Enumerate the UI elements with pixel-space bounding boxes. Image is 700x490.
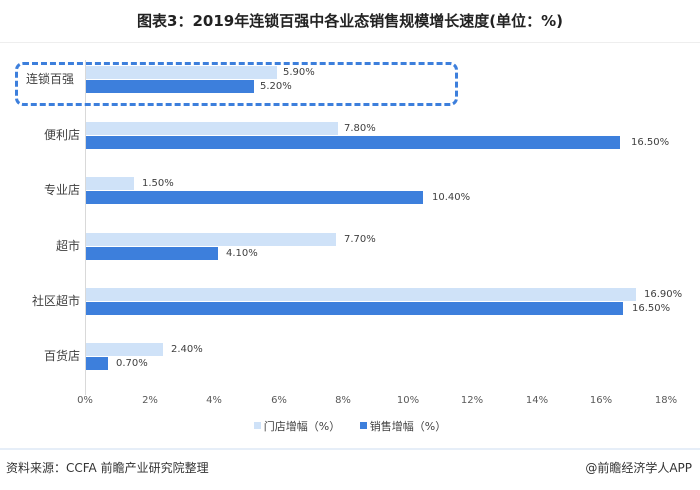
bar-sales-growth <box>86 191 423 204</box>
value-label: 16.50% <box>631 137 670 148</box>
x-tick: 4% <box>206 395 222 406</box>
bar-store-growth <box>86 177 134 190</box>
x-tick: 10% <box>396 395 420 406</box>
value-label: 5.90% <box>283 67 315 78</box>
bar-chart: 连锁百强 5.90% 5.20% 便利店 7.80% 16.50% 专业店 1.… <box>0 43 700 443</box>
bar-store-growth <box>86 66 277 79</box>
value-label: 4.10% <box>226 248 258 259</box>
bar-store-growth <box>86 233 336 246</box>
value-label: 7.70% <box>344 234 376 245</box>
bar-sales-growth <box>86 302 623 315</box>
bar-sales-growth <box>86 357 108 370</box>
x-tick: 2% <box>142 395 158 406</box>
x-tick: 14% <box>525 395 549 406</box>
value-label: 0.70% <box>116 358 148 369</box>
category-label: 社区超市 <box>31 294 80 308</box>
legend-swatch-light-icon <box>253 422 261 429</box>
value-label: 16.50% <box>632 303 671 314</box>
value-label: 16.90% <box>644 289 683 300</box>
legend-item-sales: 销售增幅（%） <box>359 418 447 434</box>
value-label: 10.40% <box>432 192 471 203</box>
y-axis-line <box>85 60 86 395</box>
bar-store-growth <box>86 343 163 356</box>
bar-sales-growth <box>86 80 254 93</box>
value-label: 7.80% <box>344 123 376 134</box>
x-tick: 8% <box>335 395 351 406</box>
value-label: 2.40% <box>171 344 203 355</box>
value-label: 1.50% <box>142 178 174 189</box>
x-tick: 0% <box>77 395 93 406</box>
title-divider <box>0 42 700 43</box>
highlight-dashed-box <box>15 62 458 106</box>
x-tick: 12% <box>460 395 484 406</box>
chart-legend: 门店增幅（%） 销售增幅（%） <box>0 418 700 434</box>
bar-sales-growth <box>86 136 620 149</box>
legend-label: 门店增幅（%） <box>263 420 341 433</box>
value-label: 5.20% <box>260 81 292 92</box>
bar-sales-growth <box>86 247 218 260</box>
x-tick: 16% <box>589 395 613 406</box>
legend-label: 销售增幅（%） <box>369 420 447 433</box>
legend-item-store: 门店增幅（%） <box>253 418 341 434</box>
x-tick: 18% <box>654 395 678 406</box>
category-label: 便利店 <box>43 128 80 142</box>
category-label: 连锁百强 <box>25 72 74 86</box>
category-label: 超市 <box>55 239 80 253</box>
chart-title: 图表3：2019年连锁百强中各业态销售规模增长速度(单位：%) <box>137 12 563 30</box>
category-label: 百货店 <box>43 349 80 363</box>
x-tick: 6% <box>271 395 287 406</box>
bar-store-growth <box>86 288 636 301</box>
legend-swatch-dark-icon <box>359 422 367 429</box>
category-label: 专业店 <box>43 183 80 197</box>
bar-store-growth <box>86 122 338 135</box>
footer-divider <box>0 448 700 450</box>
credit-note: @前瞻经济学人APP <box>585 461 692 475</box>
source-note: 资料来源：CCFA 前瞻产业研究院整理 <box>6 461 209 475</box>
